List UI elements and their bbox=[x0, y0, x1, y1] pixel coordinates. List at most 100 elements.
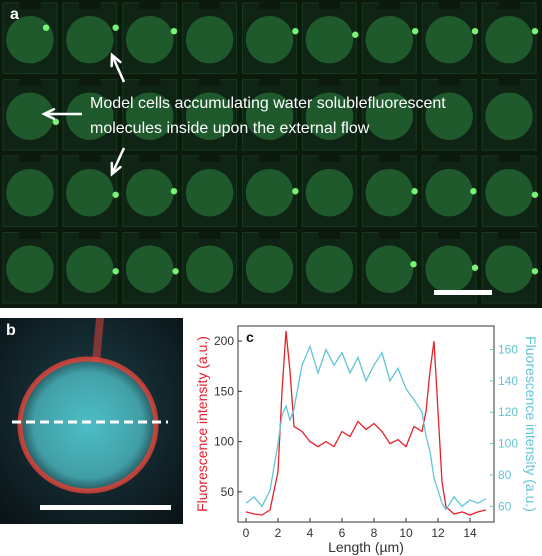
fluorescent-spot bbox=[352, 31, 359, 38]
trap-opening bbox=[498, 77, 520, 86]
fluorescent-spot bbox=[531, 268, 539, 275]
fluorescent-spot bbox=[112, 268, 119, 275]
trap-opening bbox=[438, 230, 460, 239]
fluorescent-spot bbox=[531, 191, 539, 198]
y-left-tick-label: 200 bbox=[214, 334, 234, 348]
panel-a-letter: a bbox=[10, 6, 19, 23]
trap-opening bbox=[318, 1, 341, 9]
y-right-tick-label: 120 bbox=[498, 405, 518, 419]
trap-opening bbox=[258, 230, 281, 239]
model-cell bbox=[425, 92, 473, 140]
panel-b-microscopy-image: b bbox=[0, 318, 183, 524]
model-cell bbox=[66, 245, 114, 293]
annotation-arrowhead bbox=[110, 161, 122, 177]
y-right-tick-label: 100 bbox=[498, 437, 518, 451]
model-cell bbox=[6, 92, 54, 140]
trap-opening bbox=[198, 1, 221, 9]
model-cell bbox=[185, 15, 234, 64]
trap-opening bbox=[378, 230, 401, 239]
series-line-left bbox=[245, 330, 487, 516]
fluorescent-spot bbox=[170, 188, 178, 195]
annotation-arrow bbox=[110, 147, 126, 175]
fluorescent-spot bbox=[471, 264, 479, 271]
model-cell bbox=[66, 92, 114, 140]
model-cell bbox=[185, 168, 234, 217]
trap-opening bbox=[378, 154, 401, 162]
x-tick-label: 12 bbox=[431, 526, 445, 540]
model-cell bbox=[245, 15, 294, 64]
trap-opening bbox=[498, 1, 520, 9]
trap-opening bbox=[19, 154, 41, 162]
annotation-arrow bbox=[110, 54, 126, 83]
chart-background bbox=[190, 312, 542, 556]
x-axis-label: Length (µm) bbox=[328, 539, 404, 555]
fluorescent-spot bbox=[292, 188, 299, 195]
x-tick-label: 8 bbox=[371, 526, 378, 540]
annotation-text-line2: molecules inside upon the external flow bbox=[90, 120, 370, 137]
model-cell bbox=[185, 245, 234, 293]
y-right-tick-label: 140 bbox=[498, 374, 518, 388]
model-cell bbox=[305, 92, 354, 140]
model-cell bbox=[245, 92, 294, 140]
trap-opening bbox=[138, 230, 161, 239]
panel-b-letter: b bbox=[6, 322, 16, 339]
y-left-tick-label: 100 bbox=[214, 435, 234, 449]
model-cell bbox=[485, 168, 533, 217]
trap-opening bbox=[19, 1, 41, 9]
scale-bar bbox=[434, 290, 492, 295]
trap-opening bbox=[198, 77, 221, 86]
fluorescent-spot bbox=[470, 188, 477, 195]
fluorescent-spot bbox=[170, 28, 178, 35]
model-cell bbox=[126, 92, 174, 140]
fluorescent-spot bbox=[410, 261, 417, 268]
model-cell bbox=[305, 15, 354, 64]
trap-opening bbox=[318, 154, 341, 162]
model-cell bbox=[126, 15, 174, 64]
annotation-text-line1: Model cells accumulating water solublefl… bbox=[90, 95, 446, 112]
model-cell bbox=[365, 92, 413, 140]
trap-opening bbox=[19, 230, 41, 239]
scale-bar bbox=[40, 505, 171, 510]
model-cell bbox=[185, 92, 234, 140]
trap-array-image: Model cells accumulating water solublefl… bbox=[2, 1, 539, 304]
model-cell-membrane bbox=[17, 356, 159, 494]
fluorescent-spot bbox=[292, 28, 299, 35]
fluorescent-spot bbox=[531, 28, 539, 35]
model-cell bbox=[245, 168, 294, 217]
trap-opening bbox=[438, 77, 460, 86]
fluorescent-spot bbox=[471, 28, 479, 35]
model-cell bbox=[66, 168, 114, 217]
model-cell bbox=[485, 15, 533, 64]
panel-c-line-chart: 0 2 4 6 8 10 12 14 50 100 150 200 60 80 100 120 140 160 c L… bbox=[190, 312, 542, 556]
trap-opening bbox=[258, 1, 281, 9]
trap-opening bbox=[438, 1, 460, 9]
x-tick-label: 6 bbox=[339, 526, 346, 540]
y-left-tick-label: 50 bbox=[221, 485, 235, 499]
x-tick-label: 10 bbox=[399, 526, 413, 540]
trap-opening bbox=[378, 77, 401, 86]
model-cell-image bbox=[0, 318, 183, 524]
model-cell bbox=[365, 245, 413, 293]
trap-opening bbox=[79, 77, 101, 86]
model-cell bbox=[425, 245, 473, 293]
series-line-right bbox=[245, 344, 487, 511]
trap-opening bbox=[79, 1, 101, 9]
trap-opening bbox=[258, 77, 281, 86]
trap-opening bbox=[198, 230, 221, 239]
model-cell bbox=[365, 168, 413, 217]
annotation-arrowhead bbox=[41, 107, 56, 121]
panel-a-microscopy-image: Model cells accumulating water solublefl… bbox=[0, 0, 542, 308]
y-right-tick-label: 60 bbox=[498, 499, 512, 513]
model-cell bbox=[6, 168, 54, 217]
model-cell bbox=[485, 245, 533, 293]
x-tick-label: 2 bbox=[275, 526, 282, 540]
model-cell bbox=[305, 245, 354, 293]
fluorescent-spot bbox=[42, 24, 50, 31]
trap-opening bbox=[79, 154, 101, 162]
trap-opening bbox=[138, 154, 161, 162]
model-cell bbox=[126, 245, 174, 293]
trap-opening bbox=[498, 230, 520, 239]
trap-opening bbox=[378, 1, 401, 9]
trap-opening bbox=[198, 154, 221, 162]
model-cell bbox=[425, 15, 473, 64]
